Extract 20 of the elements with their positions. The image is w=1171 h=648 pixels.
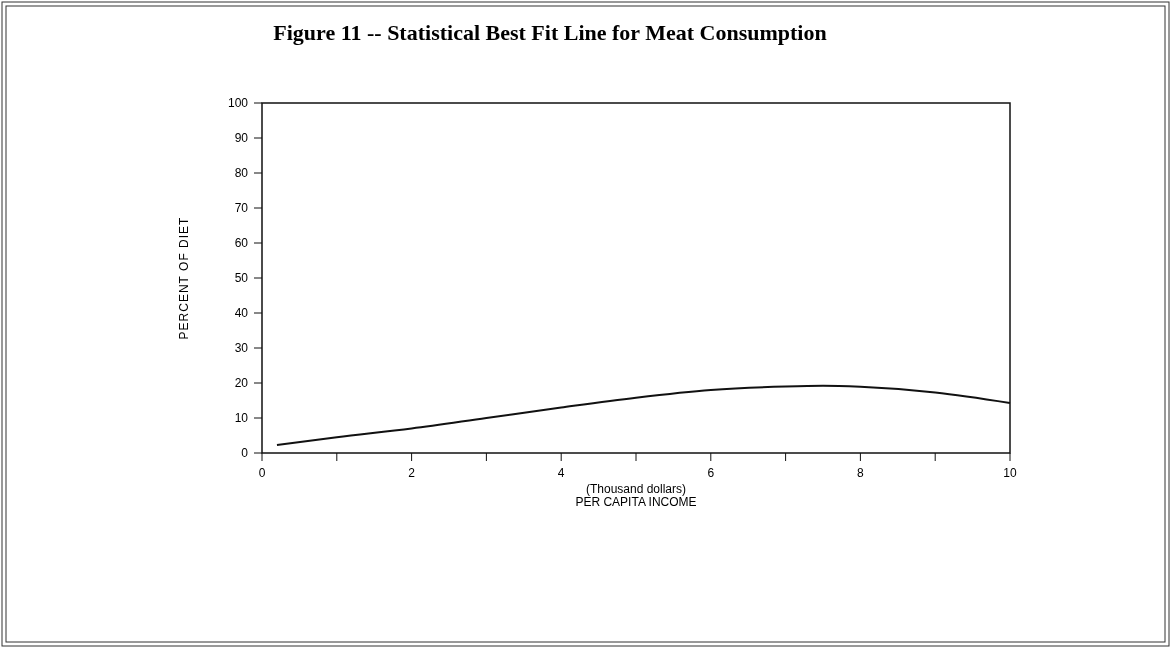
x-tick-label: 4 (557, 466, 565, 480)
y-tick-label: 70 (234, 201, 249, 216)
y-tick-label: 90 (234, 131, 249, 146)
x-tick-label: 6 (707, 466, 715, 480)
y-tick-label: 40 (234, 306, 249, 321)
y-tick-label: 0 (241, 446, 249, 461)
y-tick-label: 30 (234, 341, 249, 356)
x-tick-label: 10 (1003, 466, 1017, 480)
y-tick-label: 100 (227, 96, 249, 111)
x-tick-label: 0 (258, 466, 266, 480)
chart-title: Figure 11 -- Statistical Best Fit Line for Meat Consumption (273, 20, 827, 45)
x-axis-title: (Thousand dollars) PER CAPITA INCOME (575, 482, 697, 509)
y-tick-label: 80 (234, 166, 249, 181)
x-tick-label: 8 (857, 466, 865, 480)
y-tick-label: 50 (234, 271, 249, 286)
y-tick-label: 20 (234, 376, 249, 391)
y-tick-label: 60 (234, 236, 249, 251)
x-tick-label: 2 (408, 466, 416, 480)
y-axis-title: PERCENT OF DIET (177, 216, 191, 340)
y-tick-label: 10 (234, 411, 249, 426)
